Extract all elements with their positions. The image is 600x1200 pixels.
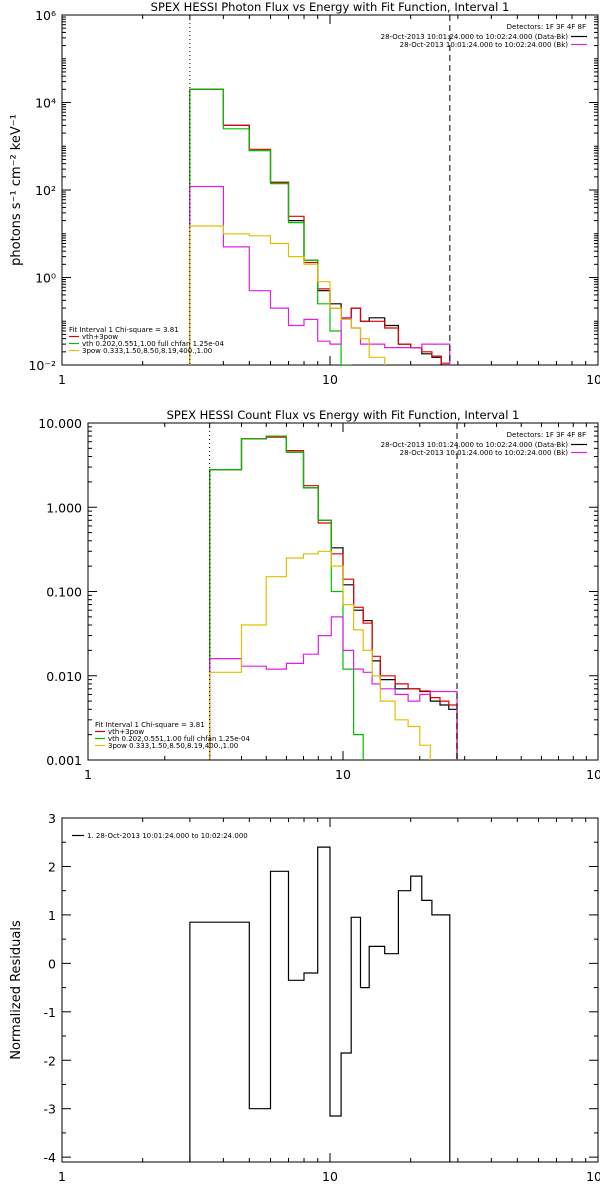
y-axis-label: photons s⁻¹ cm⁻² keV⁻¹ xyxy=(9,114,24,266)
x-tick-label: 1 xyxy=(58,1169,66,1184)
data-series-1 xyxy=(189,88,451,365)
chart-panel-3: 1 10 100 -4 -3 -2 -1 0 1 2 3 Normalized Residuals 1.… xyxy=(9,811,600,1184)
y-tick-label: 10⁴ xyxy=(35,96,56,111)
fit-header: Fit Interval 1 Chi-square = 3.81 xyxy=(69,326,179,334)
y-tick-label: -3 xyxy=(44,1102,56,1117)
y-tick-label: -4 xyxy=(44,1150,57,1165)
y-tick-label: 2 xyxy=(48,859,56,874)
data-layer xyxy=(189,846,451,1162)
chart-panel-2: SPEX HESSI Count Flux vs Energy with Fit… xyxy=(38,408,600,782)
legend-entry: 28-Oct-2013 10:01:24.000 to 10:02:24.000… xyxy=(381,33,569,41)
chart-panel-1: SPEX HESSI Photon Flux vs Energy with Fi… xyxy=(9,0,600,387)
y-tick-label: 10.000 xyxy=(38,416,82,431)
detectors-label: Detectors: 1F 3F 4F 8F xyxy=(507,431,586,439)
data-series-2 xyxy=(209,436,458,760)
fit-legend-entry: vth 0.202,0.551,1.00 full chfan 1.25e-04 xyxy=(108,735,250,743)
y-tick-label: 10⁶ xyxy=(35,8,56,23)
data-series-3 xyxy=(189,88,352,365)
fit-legend-entry: vth+3pow xyxy=(82,333,118,341)
x-tick-label: 10 xyxy=(335,767,351,782)
legend-entry: 28-Oct-2013 10:01:24.000 to 10:02:24.000… xyxy=(400,449,569,457)
y-tick-label: 3 xyxy=(48,811,56,826)
y-tick-label: 1 xyxy=(48,908,56,923)
data-series-4 xyxy=(209,616,458,760)
fit-legend-entry: 3pow 0.333,1.50,8.50,8.19,400.,1.00 xyxy=(82,347,212,355)
y-tick-label: -1 xyxy=(44,1005,56,1020)
legend-entry: 1. 28-Oct-2013 10:01:24.000 to 10:02:24.… xyxy=(87,832,248,840)
chart-title: SPEX HESSI Photon Flux vs Energy with Fi… xyxy=(151,0,510,14)
y-tick-label: -2 xyxy=(44,1053,56,1068)
data-series-1 xyxy=(209,435,458,760)
y-tick-label: 10⁻² xyxy=(28,358,56,373)
y-tick-label: 10⁰ xyxy=(35,271,56,286)
x-tick-label: 10 xyxy=(322,372,338,387)
x-tick-label: 100 xyxy=(586,372,600,387)
y-tick-label: 0 xyxy=(48,956,56,971)
legend-entry: 28-Oct-2013 10:01:24.000 to 10:02:24.000… xyxy=(400,41,569,49)
x-tick-label: 10 xyxy=(322,1169,338,1184)
data-layer xyxy=(189,88,451,365)
x-tick-label: 100 xyxy=(586,767,600,782)
x-tick-label: 100 xyxy=(586,1169,600,1184)
x-tick-label: 1 xyxy=(84,767,92,782)
data-series-5 xyxy=(209,550,431,760)
x-tick-label: 1 xyxy=(58,372,66,387)
fit-header: Fit Interval 1 Chi-square = 3.81 xyxy=(95,721,205,729)
data-series-1 xyxy=(189,846,451,1162)
detectors-label: Detectors: 1F 3F 4F 8F xyxy=(507,23,586,31)
y-tick-label: 1.000 xyxy=(46,500,82,515)
fit-legend-entry: vth+3pow xyxy=(108,728,144,736)
fit-legend-entry: vth 0.202,0.551,1.00 full chfan 1.25e-04 xyxy=(82,340,224,348)
data-series-4 xyxy=(189,185,451,365)
chart-title: SPEX HESSI Count Flux vs Energy with Fit… xyxy=(167,408,520,422)
y-tick-label: 0.100 xyxy=(46,585,82,600)
legend-entry: 28-Oct-2013 10:01:24.000 to 10:02:24.000… xyxy=(381,441,569,449)
data-series-2 xyxy=(189,88,451,365)
data-series-5 xyxy=(189,225,386,365)
data-layer xyxy=(209,435,458,760)
y-tick-label: 0.010 xyxy=(46,669,82,684)
data-series-3 xyxy=(209,435,364,760)
y-tick-label: 10² xyxy=(35,183,56,198)
fit-legend-entry: 3pow 0.333,1.50,8.50,8.19,400.,1.00 xyxy=(108,742,238,750)
y-axis-label: Normalized Residuals xyxy=(9,920,24,1060)
y-tick-label: 0.001 xyxy=(46,753,82,768)
